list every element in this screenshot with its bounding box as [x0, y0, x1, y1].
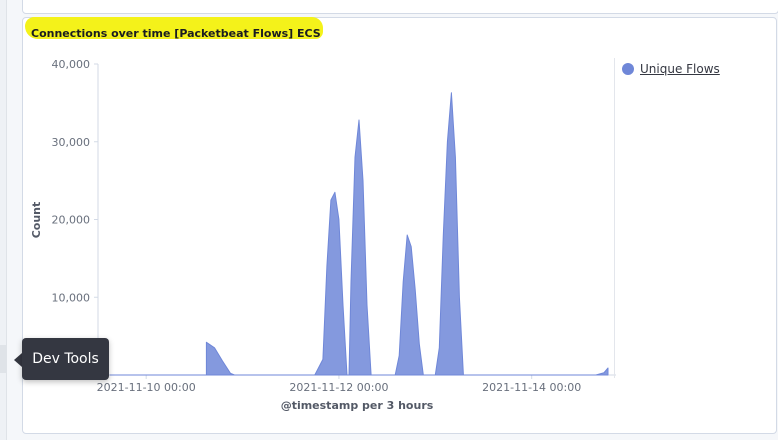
x-axis-title: @timestamp per 3 hours [281, 399, 434, 412]
title-highlight [25, 17, 323, 39]
y-tick-label: 20,000 [52, 214, 91, 227]
series-layer[interactable] [109, 92, 609, 376]
x-tick-label: 2021-11-14 00:00 [482, 381, 581, 394]
x-tick-label: 2021-11-10 00:00 [97, 381, 196, 394]
x-tick-label: 2021-11-12 00:00 [289, 381, 388, 394]
y-axis-title: Count [30, 202, 43, 239]
series-area-unique-flows[interactable] [109, 92, 609, 376]
x-axis: 2021-11-10 00:00 2021-11-12 00:00 2021-11-… [97, 374, 616, 394]
y-tick-label: 40,000 [52, 58, 91, 71]
legend-item-unique-flows[interactable]: Unique Flows [622, 60, 720, 78]
tooltip-arrow [14, 353, 22, 367]
y-axis: 10,000 20,000 30,000 40,000 [52, 58, 99, 375]
rail-marker [0, 345, 6, 373]
legend-divider [614, 58, 615, 378]
left-rail [0, 0, 7, 440]
legend-label[interactable]: Unique Flows [640, 62, 720, 76]
panel-title: Connections over time [Packetbeat Flows]… [31, 27, 321, 40]
top-panel-edge [22, 0, 778, 14]
dev-tools-tooltip: Dev Tools [22, 338, 109, 380]
y-tick-label: 10,000 [52, 291, 91, 304]
tooltip-text: Dev Tools [32, 351, 99, 367]
y-tick-label: 30,000 [52, 136, 91, 149]
legend-color-dot[interactable] [622, 63, 634, 75]
